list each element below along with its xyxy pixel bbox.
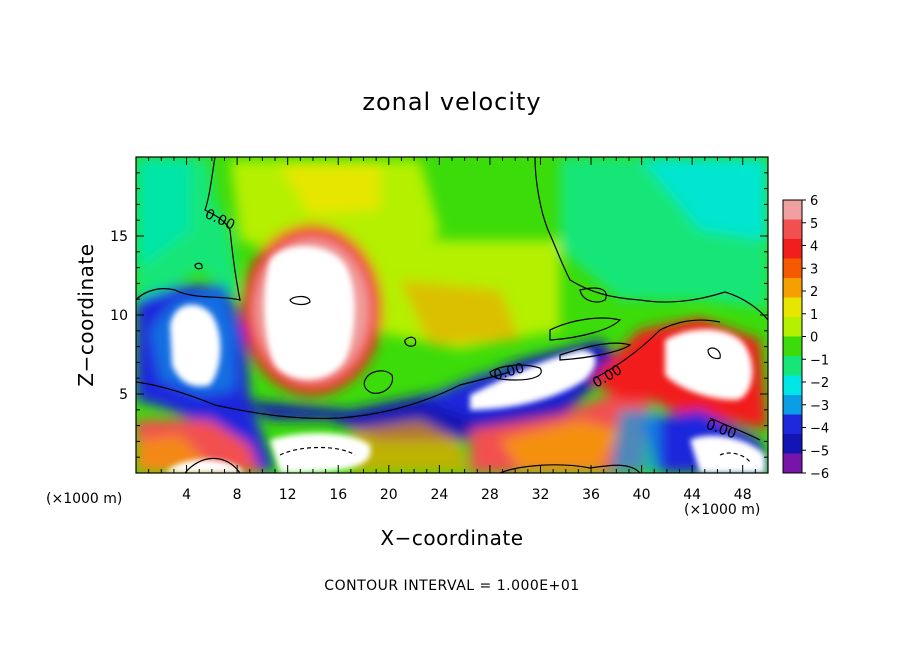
contour-lines (136, 157, 768, 473)
colorbar-label: 1 (810, 308, 818, 323)
saturated-regions (165, 246, 765, 473)
colorbar-swatch (783, 297, 802, 318)
colorbar-label: −5 (810, 444, 829, 459)
x-tick-label: 28 (481, 487, 499, 503)
colorbar-swatch (783, 336, 802, 357)
colorbar-swatch (783, 239, 802, 259)
colorbar-label: 6 (810, 194, 818, 209)
colorbar-swatch (783, 258, 802, 279)
chart-title: zonal velocity (362, 88, 542, 116)
contour-interval-note: CONTOUR INTERVAL = 1.000E+01 (324, 578, 580, 594)
x-tick-label: 20 (380, 487, 398, 503)
colorbar-label: 2 (810, 285, 818, 300)
x-tick-label: 40 (633, 487, 651, 503)
x-tick-label: 36 (582, 487, 600, 503)
x-tick-label: 44 (683, 487, 701, 503)
x-tick-label: 24 (430, 487, 448, 503)
colorbar-label: 3 (810, 262, 818, 277)
colorbar-label: −3 (810, 399, 829, 414)
x-axis-label: X−coordinate (380, 526, 524, 550)
x-tick-label: 32 (532, 487, 550, 503)
x-unit-left: (×1000 m) (46, 491, 123, 507)
colorbar-swatch (783, 453, 802, 474)
colorbar: 6 5 4 3 2 1 0 −1 −2 −3 −4 −5 −6 (782, 194, 829, 482)
y-axis-label: Z−coordinate (74, 243, 98, 387)
x-unit-right: (×1000 m) (684, 502, 761, 518)
heatmap-field: 0.00 0.00 0.00 0.00 (136, 157, 768, 473)
colorbar-swatch (783, 317, 802, 337)
y-axis: 5 10 15 (110, 172, 768, 458)
y-tick-label: 5 (119, 387, 128, 403)
colorbar-swatch (783, 395, 802, 415)
y-tick-label: 10 (110, 308, 128, 324)
x-tick-label: 12 (279, 487, 297, 503)
colorbar-swatch (783, 278, 802, 298)
colorbar-swatch (783, 219, 802, 240)
colorbar-swatch (783, 434, 802, 454)
contour-label: 0.00 (492, 360, 526, 384)
colorbar-label: 4 (810, 240, 818, 255)
x-tick-label: 4 (182, 487, 191, 503)
x-tick-label: 16 (329, 487, 347, 503)
colorbar-label: −1 (810, 353, 829, 368)
colorbar-label: −4 (810, 422, 829, 437)
colorbar-label: −6 (810, 467, 829, 482)
colorbar-label: 5 (810, 217, 818, 232)
colorbar-label: −2 (810, 376, 829, 391)
colorbar-swatch (783, 414, 802, 435)
colorbar-swatch (783, 200, 802, 220)
x-axis: 4 8 12 16 20 24 28 32 36 40 44 48 (148, 157, 756, 503)
x-tick-label: 48 (734, 487, 752, 503)
colorbar-swatch (783, 375, 802, 396)
y-tick-label: 15 (110, 229, 128, 245)
colorbar-label: 0 (810, 331, 818, 346)
colorbar-swatch (783, 356, 802, 376)
x-tick-label: 8 (233, 487, 242, 503)
